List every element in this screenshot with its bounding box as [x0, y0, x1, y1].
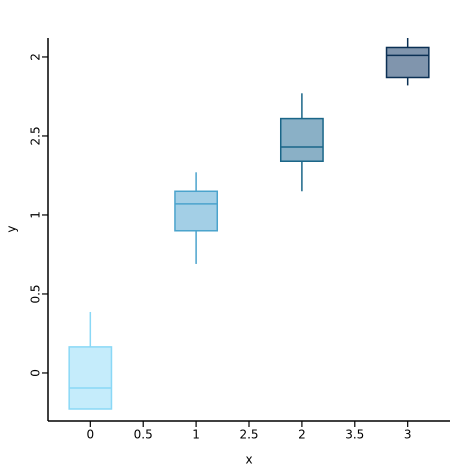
- y-tick-label: 2.5: [29, 126, 43, 145]
- x-tick-label: 3: [404, 428, 412, 442]
- box: [174, 190, 219, 232]
- x-tick-label: 1: [192, 428, 200, 442]
- y-tick-label: 2: [29, 53, 43, 61]
- x-tick-label: 2: [298, 428, 306, 442]
- x-tick-label: 3.5: [345, 428, 364, 442]
- box: [385, 46, 430, 79]
- box: [279, 117, 324, 162]
- x-tick-label: 0: [86, 428, 94, 442]
- box: [68, 346, 113, 410]
- y-tick-label: 0: [29, 369, 43, 377]
- y-tick-label: 0.5: [29, 284, 43, 303]
- x-tick-label: 2.5: [239, 428, 258, 442]
- y-axis-label: y: [5, 225, 19, 232]
- x-axis-label: x: [245, 453, 252, 467]
- y-tick-label: 1: [29, 211, 43, 219]
- x-tick-label: 0.5: [134, 428, 153, 442]
